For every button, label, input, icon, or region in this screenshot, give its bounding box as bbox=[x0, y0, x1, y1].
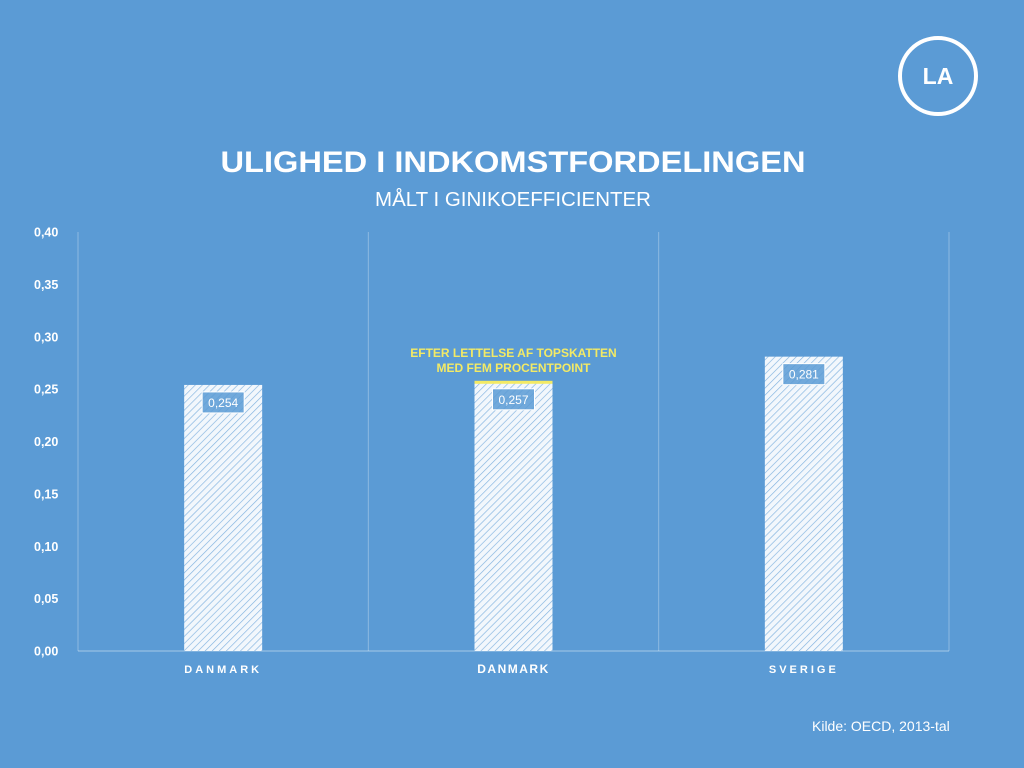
logo-text: LA bbox=[923, 63, 954, 89]
label-layer: 0,00 0,05 0,10 0,15 0,20 0,25 0,30 0,35 0,40 0,25… bbox=[34, 226, 839, 677]
y-tick-label: 0,25 bbox=[34, 383, 58, 397]
value-label-box bbox=[201, 391, 245, 414]
y-tick-label: 0,20 bbox=[34, 435, 58, 449]
bar-layer bbox=[184, 356, 843, 651]
category-label: SVERIGE bbox=[769, 664, 839, 676]
value-label: 0,281 bbox=[789, 368, 819, 382]
annotation-line: MED FEM PROCENTPOINT bbox=[436, 361, 591, 375]
bar-1 bbox=[184, 384, 263, 651]
category-label: DANMARK bbox=[477, 662, 550, 676]
y-tick-label: 0,35 bbox=[34, 278, 58, 292]
value-label-box bbox=[492, 388, 535, 411]
chart-subtitle: MÅLT I GINIKOEFFICIENTER bbox=[375, 188, 651, 211]
value-label-box bbox=[782, 363, 826, 386]
y-tick-label: 0,15 bbox=[34, 487, 58, 501]
bar-3 bbox=[764, 356, 843, 651]
annotation-line: EFTER LETTELSE AF TOPSKATTEN bbox=[410, 346, 616, 360]
source-note: Kilde: OECD, 2013-tal bbox=[812, 718, 950, 734]
y-tick-label: 0,00 bbox=[34, 645, 58, 659]
y-tick-label: 0,40 bbox=[34, 226, 58, 240]
la-logo: LA bbox=[898, 36, 978, 116]
bar-2 bbox=[474, 381, 553, 651]
y-tick-label: 0,10 bbox=[34, 540, 58, 554]
y-tick-label: 0,05 bbox=[34, 592, 58, 606]
category-label: DANMARK bbox=[184, 664, 262, 676]
chart-title: ULIGHED I INDKOMSTFORDELINGEN bbox=[221, 146, 806, 179]
logo-circle bbox=[898, 36, 978, 116]
highlight-bar-top-line bbox=[474, 380, 553, 384]
value-label: 0,257 bbox=[498, 393, 528, 407]
y-tick-label: 0,30 bbox=[34, 330, 58, 344]
value-label: 0,254 bbox=[208, 396, 238, 410]
